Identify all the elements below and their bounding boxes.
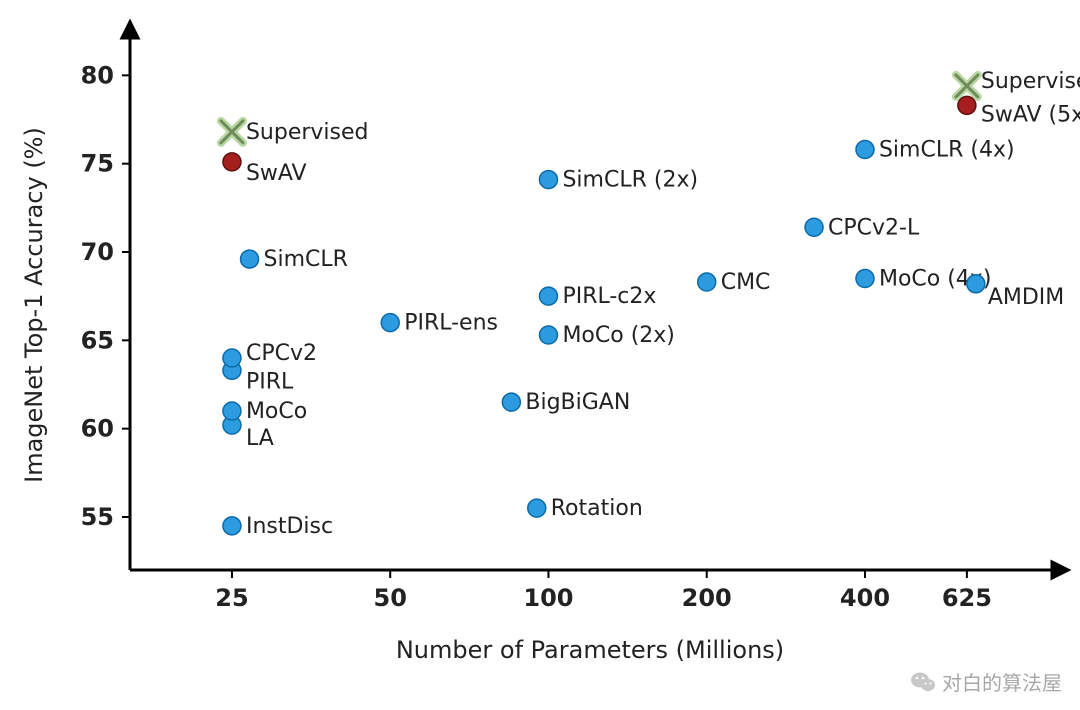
data-point: SimCLR xyxy=(241,247,348,272)
x-tick-label: 25 xyxy=(215,584,248,612)
watermark: 对白的算法屋 xyxy=(910,667,1062,696)
data-point-label: InstDisc xyxy=(246,514,333,539)
data-point: CPCv2 xyxy=(223,341,317,367)
data-point: SwAV (5x) xyxy=(958,96,1080,127)
y-tick-label: 55 xyxy=(81,503,114,531)
x-tick-label: 100 xyxy=(523,584,573,612)
data-point-label: LA xyxy=(246,426,274,451)
data-point-label: SimCLR (2x) xyxy=(562,168,698,193)
data-point-label: PIRL-ens xyxy=(404,311,498,336)
data-point: PIRL-c2x xyxy=(539,284,656,309)
data-point-label: CPCv2 xyxy=(246,341,317,366)
y-tick-label: 75 xyxy=(81,150,114,178)
data-point: SwAV xyxy=(223,153,307,186)
data-point-label: CMC xyxy=(721,270,771,295)
scatter-chart: 25 50 100 200 400 625 55 60 65 70 75 80 Number of Pa… xyxy=(0,0,1080,710)
y-axis-label: ImageNet Top-1 Accuracy (%) xyxy=(20,127,48,483)
y-tick-label: 65 xyxy=(81,326,114,354)
data-point-label: BigBiGAN xyxy=(525,390,630,415)
data-point-label: SwAV xyxy=(246,161,307,186)
x-tick-label: 625 xyxy=(942,584,992,612)
data-point-label: SimCLR (4x) xyxy=(879,138,1015,163)
data-point-label: SwAV (5x) xyxy=(981,102,1080,127)
data-point: CPCv2-L xyxy=(805,215,920,240)
data-point-label: Supervised xyxy=(246,120,369,145)
data-point: BigBiGAN xyxy=(502,390,630,415)
data-point: MoCo (2x) xyxy=(539,323,674,348)
data-point-label: MoCo xyxy=(246,399,307,424)
data-point-label: SimCLR xyxy=(264,247,348,272)
data-point: InstDisc xyxy=(223,514,333,539)
x-axis-label: Number of Parameters (Millions) xyxy=(396,636,784,664)
data-point: AMDIM xyxy=(967,275,1064,310)
data-point: SimCLR (4x) xyxy=(856,138,1015,163)
data-point: Rotation xyxy=(528,496,643,521)
data-point-label: CPCv2-L xyxy=(828,215,920,240)
data-point: CMC xyxy=(698,270,771,295)
data-point-label: AMDIM xyxy=(988,285,1064,310)
data-point: Supervised xyxy=(221,120,369,145)
data-point-label: Supervised (5x) xyxy=(981,69,1080,94)
x-tick-label: 50 xyxy=(374,584,407,612)
wechat-icon xyxy=(910,671,936,693)
y-tick-label: 80 xyxy=(81,61,114,89)
y-tick-label: 70 xyxy=(81,238,114,266)
data-point: SimCLR (2x) xyxy=(539,168,698,193)
watermark-text: 对白的算法屋 xyxy=(942,667,1062,696)
data-point-label: Rotation xyxy=(551,496,643,521)
data-point-label: PIRL-c2x xyxy=(562,284,656,309)
x-tick-label: 400 xyxy=(840,584,890,612)
data-point: PIRL-ens xyxy=(381,311,498,336)
x-tick-label: 200 xyxy=(682,584,732,612)
data-point: Supervised (5x) xyxy=(956,69,1080,97)
y-tick-label: 60 xyxy=(81,415,114,443)
data-point-label: MoCo (2x) xyxy=(562,323,674,348)
data-point-label: PIRL xyxy=(246,369,294,394)
